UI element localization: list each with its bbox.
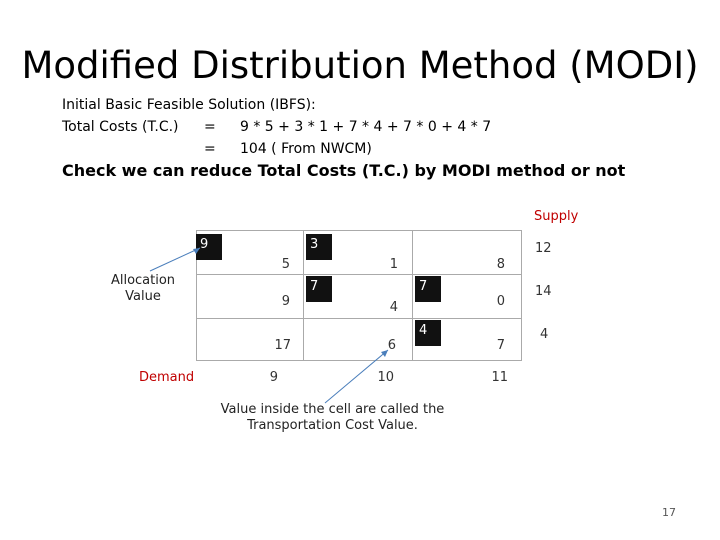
grid-line: [521, 230, 522, 360]
demand-value: 10: [377, 370, 394, 385]
cost-annotation-line: Value inside the cell are called the: [220, 402, 445, 417]
allocation-annotation-line: Value: [125, 289, 161, 304]
demand-header: Demand: [139, 370, 195, 385]
cost-value: 7: [496, 338, 505, 353]
cost-value: 17: [274, 338, 291, 353]
ibfs-expression: 9 * 5 + 3 * 1 + 7 * 4 + 7 * 0 + 4 * 7: [240, 119, 492, 135]
ibfs-equals: =: [204, 119, 216, 135]
cost-value: 6: [387, 338, 396, 353]
demand-value: 11: [491, 370, 508, 385]
supply-header: Supply: [534, 209, 579, 224]
ibfs-equals: =: [204, 141, 216, 157]
allocation-arrow-head: [193, 248, 200, 254]
grid-line: [196, 230, 197, 360]
ibfs-heading: Initial Basic Feasible Solution (IBFS):: [62, 97, 316, 113]
allocation-annotation-line: Allocation: [110, 273, 176, 288]
allocation-value: 9: [196, 234, 222, 260]
grid-line: [196, 274, 522, 275]
slide-title: Modified Distribution Method (MODI): [21, 44, 699, 87]
cost-annotation-line: Transportation Cost Value.: [247, 418, 418, 433]
cost-value: 5: [281, 257, 290, 272]
supply-value: 4: [540, 327, 549, 342]
grid-line: [196, 230, 522, 231]
ibfs-result: 104 ( From NWCM): [240, 141, 372, 157]
page-number: 17: [662, 506, 676, 519]
grid-line: [303, 230, 304, 360]
grid-line: [412, 230, 413, 360]
allocation-value: 7: [415, 276, 441, 302]
check-statement: Check we can reduce Total Costs (T.C.) b…: [62, 161, 626, 180]
cost-value: 4: [389, 300, 398, 315]
cost-annotation: Value inside the cell are called the Tra…: [210, 402, 455, 434]
cost-value: 1: [389, 257, 398, 272]
allocation-arrow: [149, 247, 201, 272]
allocation-value: 4: [415, 320, 441, 346]
ibfs-label: Total Costs (T.C.): [62, 119, 179, 135]
demand-value: 9: [269, 370, 278, 385]
allocation-value: 3: [306, 234, 332, 260]
cost-arrow-head: [381, 350, 388, 357]
grid-line: [196, 360, 522, 361]
allocation-value: 7: [306, 276, 332, 302]
allocation-annotation: Allocation Value: [103, 273, 183, 305]
cost-value: 9: [281, 294, 290, 309]
cost-value: 8: [496, 257, 505, 272]
supply-value: 12: [535, 241, 552, 256]
cost-value: 0: [496, 294, 505, 309]
grid-line: [196, 318, 522, 319]
cost-arrow: [324, 349, 389, 404]
supply-value: 14: [535, 284, 552, 299]
